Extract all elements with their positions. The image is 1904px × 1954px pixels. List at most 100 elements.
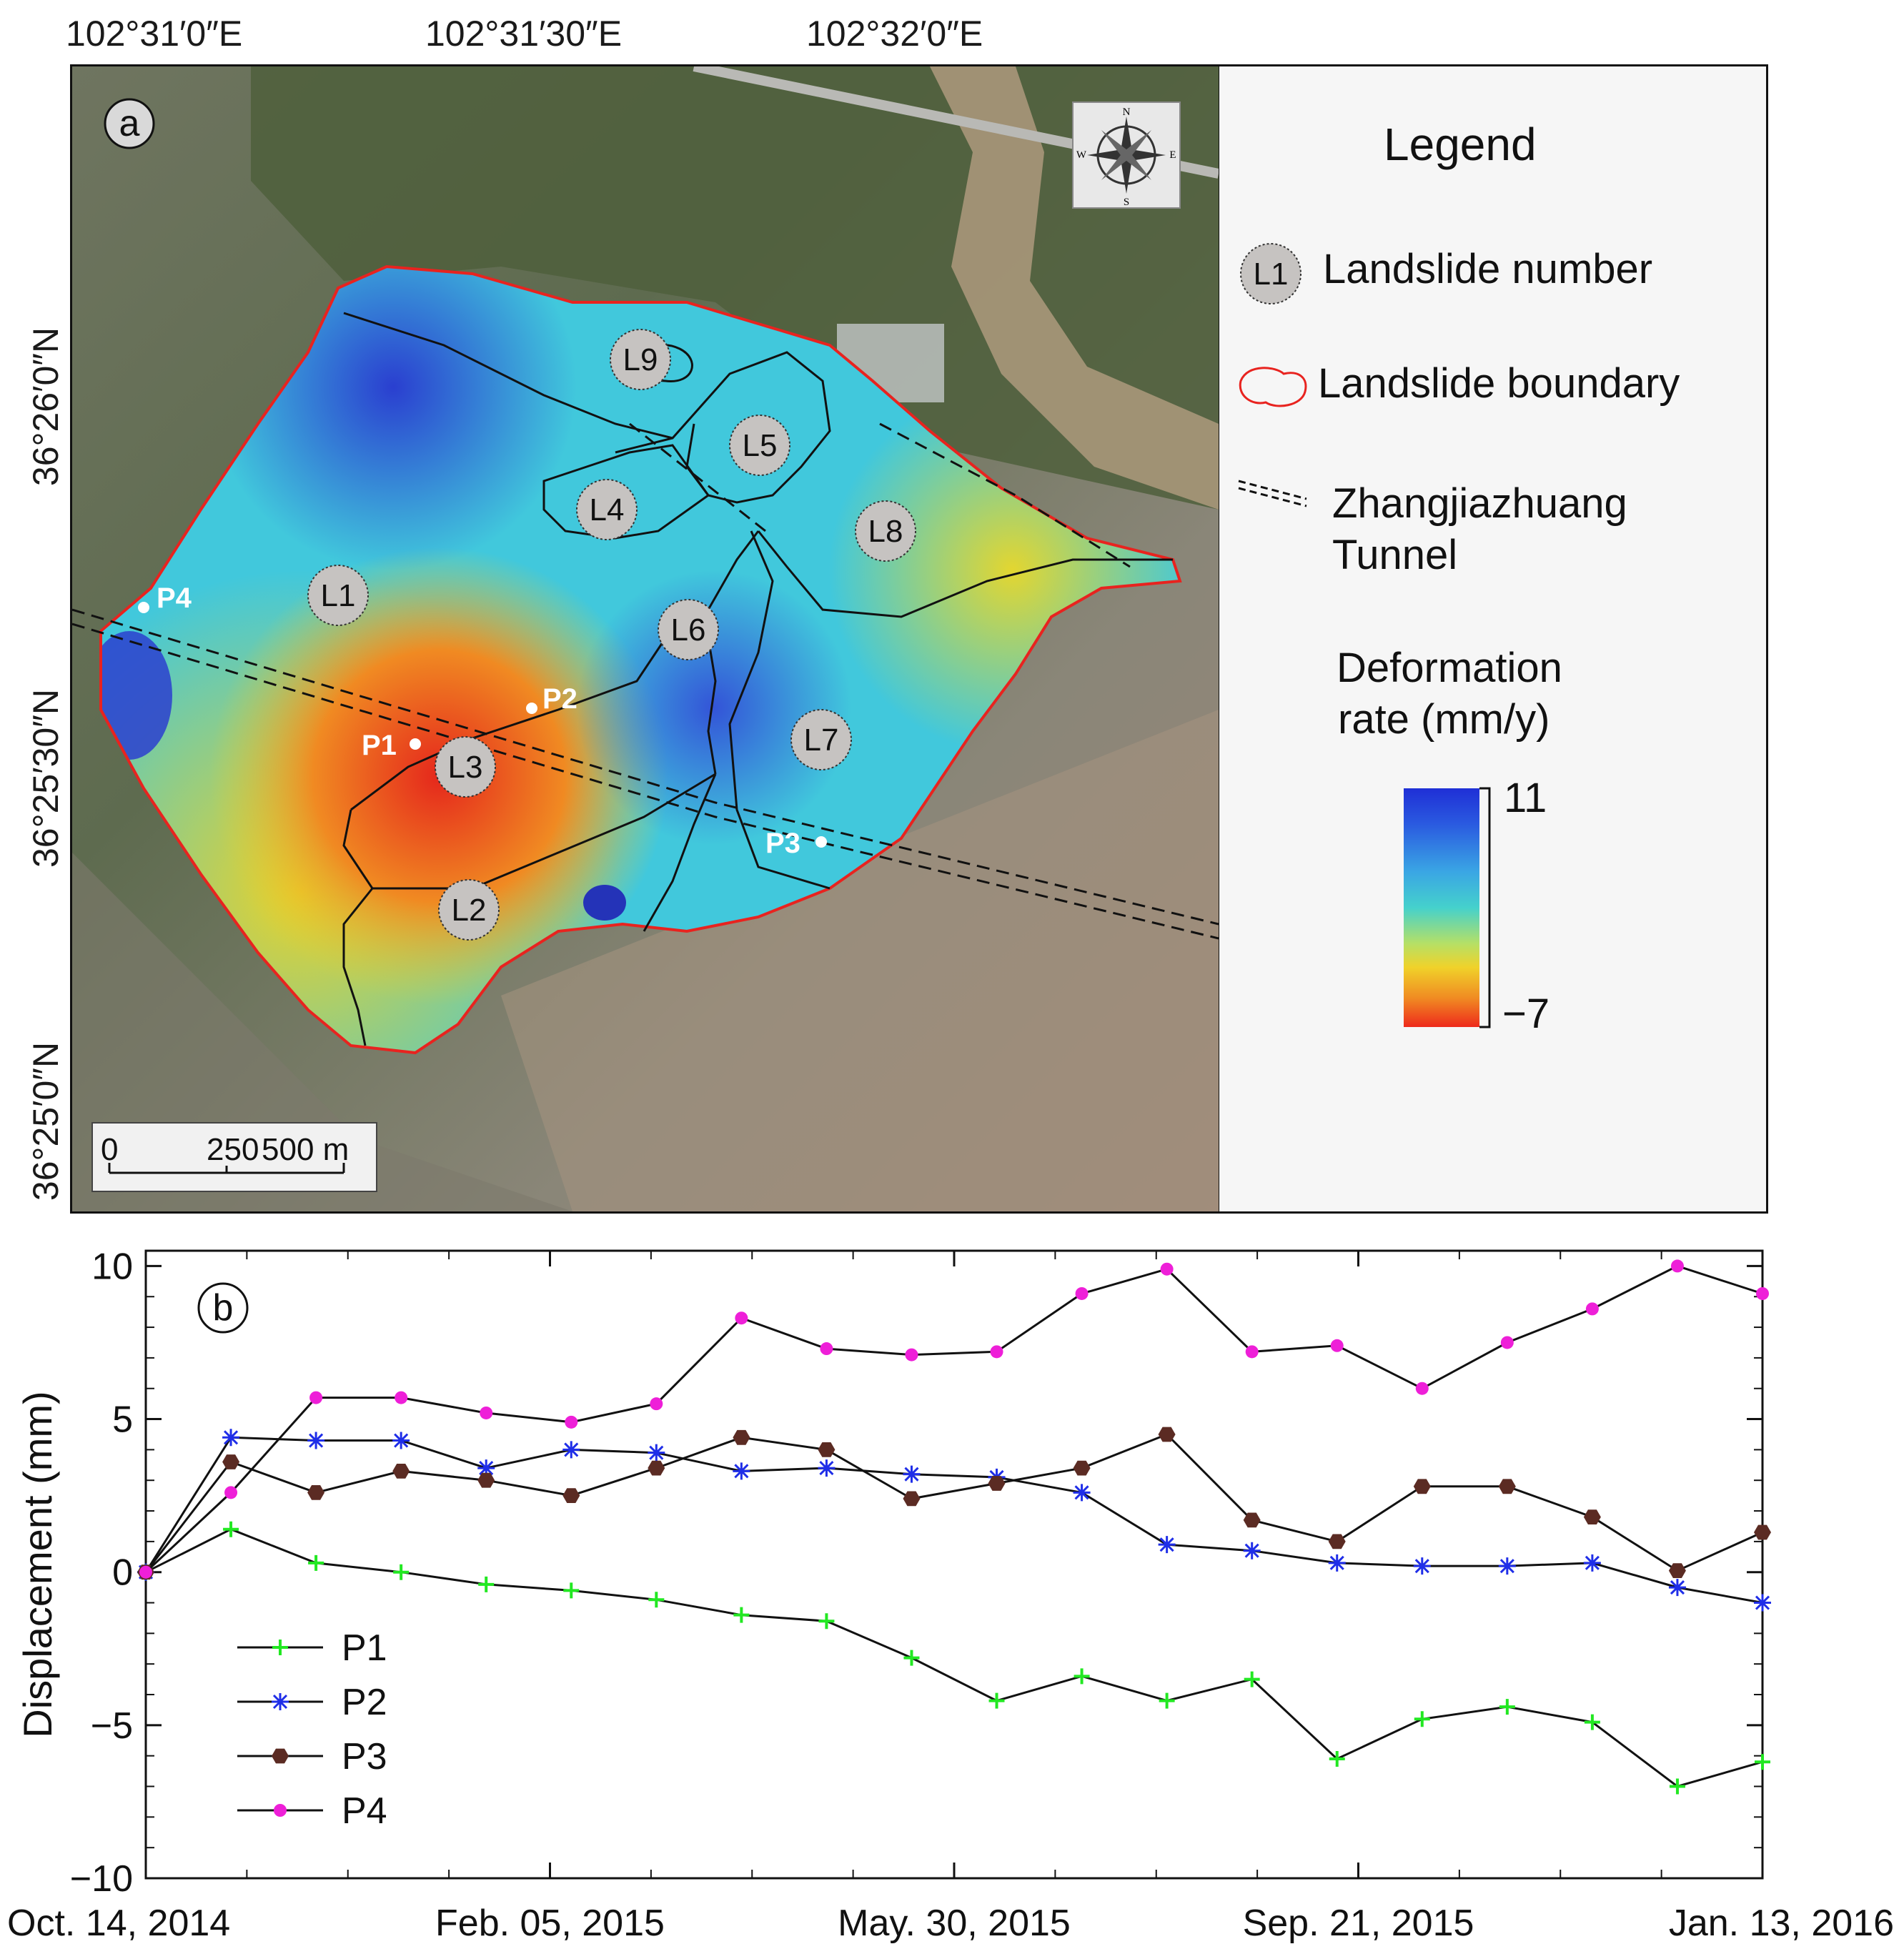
legend-marker: [272, 1640, 288, 1655]
landslide-label-l3: L3: [435, 736, 496, 798]
data-point-p4: [565, 1415, 578, 1429]
lat-label-2: 36°25′30″N: [26, 688, 66, 868]
series-line-p1: [145, 1528, 1763, 1788]
legend-entry-p3: P3: [237, 1736, 387, 1777]
eroded-hills: [501, 710, 1219, 1211]
data-point-p2: [307, 1432, 325, 1449]
landslide-label-l8: L8: [855, 500, 916, 562]
legend-label: P4: [342, 1790, 387, 1832]
data-point-p1: [1074, 1668, 1090, 1685]
data-point-p4: [1330, 1339, 1344, 1352]
data-point-p2: [1328, 1554, 1346, 1572]
data-point-p1: [988, 1692, 1005, 1709]
data-point-p3: [1073, 1460, 1091, 1476]
panel-label-a: a: [104, 98, 155, 149]
series-p4: [139, 1259, 1769, 1579]
svg-text:L9: L9: [623, 342, 658, 377]
svg-text:L1: L1: [321, 578, 356, 613]
data-point-p2: [1583, 1554, 1601, 1572]
svg-text:b: b: [213, 1287, 234, 1329]
data-point-p2: [1158, 1536, 1176, 1554]
x-axis: Oct. 14, 2014 Feb. 05, 2015 May. 30, 2015 S…: [7, 1251, 1894, 1944]
data-point-p4: [1670, 1259, 1684, 1273]
data-point-p1: [478, 1576, 495, 1592]
data-point-p3: [818, 1442, 836, 1457]
data-point-p4: [990, 1345, 1003, 1359]
colorbar-max: 11: [1504, 775, 1547, 821]
data-point-p2: [818, 1459, 836, 1477]
tunnel-symbol: [1238, 480, 1307, 507]
series-layer: [137, 1259, 1771, 1795]
zhangjiazhuang-tunnel: [72, 422, 1219, 940]
data-point-p3: [903, 1491, 921, 1507]
svg-text:L6: L6: [671, 613, 706, 648]
data-point-p3: [1498, 1479, 1516, 1494]
svg-text:0: 0: [101, 1132, 118, 1167]
svg-text:L5: L5: [743, 428, 778, 463]
svg-text:E: E: [1169, 149, 1176, 161]
data-point-p4: [1500, 1336, 1514, 1349]
point-p2: P2: [526, 683, 577, 715]
data-point-p1: [1584, 1714, 1600, 1730]
data-point-p3: [1243, 1512, 1261, 1528]
data-point-p1: [733, 1607, 750, 1623]
data-point-p2: [1243, 1542, 1261, 1559]
legend-label: P3: [342, 1736, 387, 1777]
y-axis-title: Displacement (mm): [15, 1391, 60, 1737]
landslide-label-l2: L2: [438, 879, 500, 941]
data-point-p4: [905, 1348, 918, 1362]
data-point-p3: [733, 1429, 750, 1445]
data-point-p4: [1415, 1382, 1429, 1395]
legend-entry-p2: P2: [237, 1682, 387, 1723]
data-point-p4: [139, 1565, 152, 1579]
data-point-p3: [1158, 1427, 1176, 1442]
data-point-p3: [648, 1460, 665, 1476]
legend-deformation-line1: Deformation: [1337, 645, 1562, 691]
scale-bar: 0 250 500 m: [91, 1122, 377, 1192]
svg-text:L8: L8: [868, 514, 903, 549]
data-point-p3: [1413, 1479, 1431, 1494]
data-point-p4: [820, 1342, 833, 1356]
data-point-p4: [1245, 1345, 1259, 1359]
legend-label: P2: [342, 1682, 387, 1723]
svg-text:W: W: [1076, 149, 1087, 161]
data-point-p2: [1413, 1557, 1431, 1575]
data-point-p2: [562, 1441, 580, 1459]
legend-marker: [274, 1804, 287, 1817]
svg-text:L7: L7: [804, 723, 839, 758]
svg-text:P3: P3: [765, 828, 800, 859]
point-p4: P4: [138, 582, 192, 614]
map-svg: a N E S W L1 L2 L3 L4 L5 L6 L7 L8 L9: [72, 66, 1219, 1211]
x-tick-label: Sep. 21, 2015: [1243, 1903, 1474, 1944]
data-point-p2: [222, 1429, 240, 1447]
data-point-p4: [1160, 1262, 1174, 1276]
landslide-label-l4: L4: [576, 479, 638, 540]
data-point-p2: [733, 1462, 750, 1480]
data-point-p3: [1754, 1524, 1771, 1540]
x-tick-label: May. 30, 2015: [838, 1903, 1071, 1944]
lon-label-2: 102°31′30″E: [425, 14, 623, 54]
landslide-boundary-symbol: [1239, 367, 1307, 407]
series-line-p3: [144, 1433, 1763, 1573]
data-point-p4: [1075, 1286, 1089, 1300]
y-tick-label: 5: [112, 1399, 133, 1441]
y-tick-label: 0: [112, 1552, 133, 1594]
data-point-p1: [1244, 1671, 1260, 1687]
satellite-map: a N E S W L1 L2 L3 L4 L5 L6 L7 L8 L9: [70, 64, 1221, 1214]
data-point-p4: [1756, 1286, 1769, 1300]
data-point-p4: [395, 1391, 408, 1404]
colorbar-brackets: [1479, 787, 1491, 1028]
data-point-p1: [563, 1582, 580, 1599]
data-point-p3: [562, 1488, 580, 1503]
data-point-p2: [1668, 1579, 1686, 1597]
y-tick-label: −10: [70, 1858, 133, 1900]
data-point-p2: [1498, 1557, 1516, 1575]
data-point-p1: [393, 1564, 410, 1580]
data-point-p2: [903, 1465, 921, 1483]
lon-label-1: 102°31′0″E: [66, 14, 243, 54]
data-point-p3: [1668, 1563, 1686, 1578]
svg-text:L2: L2: [452, 893, 487, 928]
landslide-label-l5: L5: [729, 415, 790, 476]
data-point-p1: [1329, 1750, 1345, 1767]
data-point-p1: [648, 1592, 665, 1608]
